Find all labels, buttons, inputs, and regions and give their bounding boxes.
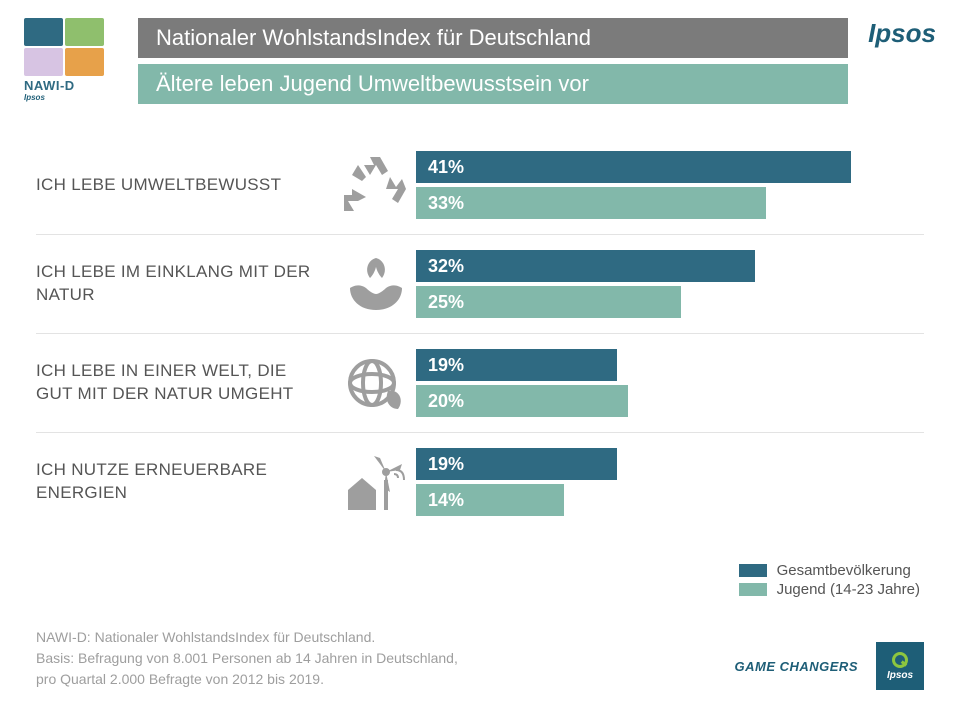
- chart-row: ICH LEBE IN EINER WELT, DIE GUT MIT DER …: [36, 334, 924, 433]
- ipsos-brand-top: Ipsos: [868, 18, 936, 49]
- nawi-label: NAWI-D: [24, 78, 124, 93]
- bar-total: 19%: [416, 448, 617, 480]
- legend-item-total: Gesamtbevölkerung: [739, 562, 920, 579]
- legend-swatch: [739, 564, 767, 577]
- legend-item-youth: Jugend (14-23 Jahre): [739, 581, 920, 598]
- bar-youth: 33%: [416, 187, 766, 219]
- recycle-icon: [336, 150, 416, 220]
- ipsos-mini-label: Ipsos: [24, 93, 124, 102]
- bar-chart: ICH LEBE UMWELTBEWUSST41%33%ICH LEBE IM …: [0, 120, 960, 537]
- chart-row: ICH LEBE IM EINKLANG MIT DER NATUR32%25%: [36, 235, 924, 334]
- row-label: ICH LEBE UMWELTBEWUSST: [36, 174, 336, 197]
- row-label: ICH NUTZE ERNEUERBARE ENERGIEN: [36, 459, 336, 505]
- globe-leaf-icon: [336, 348, 416, 418]
- bar-total: 41%: [416, 151, 851, 183]
- bar-total: 19%: [416, 349, 617, 381]
- bar-youth: 20%: [416, 385, 628, 417]
- wind-house-icon: [336, 447, 416, 517]
- nawi-logo: NAWI-D Ipsos: [24, 18, 124, 102]
- logo-cell: [24, 18, 63, 46]
- legend-label-youth: Jugend (14-23 Jahre): [777, 581, 920, 598]
- title-stack: Nationaler WohlstandsIndex für Deutschla…: [138, 18, 848, 110]
- logo-cell: [65, 18, 104, 46]
- row-bars: 41%33%: [416, 151, 924, 219]
- game-changers-label: GAME CHANGERS: [734, 659, 858, 674]
- footnote: NAWI-D: Nationaler WohlstandsIndex für D…: [36, 627, 458, 690]
- title-main: Nationaler WohlstandsIndex für Deutschla…: [138, 18, 848, 58]
- chart-row: ICH LEBE UMWELTBEWUSST41%33%: [36, 136, 924, 235]
- footnote-line: NAWI-D: Nationaler WohlstandsIndex für D…: [36, 627, 458, 648]
- row-bars: 32%25%: [416, 250, 924, 318]
- logo-cell: [65, 48, 104, 76]
- bar-youth: 14%: [416, 484, 564, 516]
- ipsos-badge-icon: Ipsos: [876, 642, 924, 690]
- row-label: ICH LEBE IM EINKLANG MIT DER NATUR: [36, 261, 336, 307]
- footer-right: GAME CHANGERS Ipsos: [734, 642, 924, 690]
- header: NAWI-D Ipsos Nationaler WohlstandsIndex …: [0, 0, 960, 120]
- hands-leaf-icon: [336, 249, 416, 319]
- footnote-line: pro Quartal 2.000 Befragte von 2012 bis …: [36, 669, 458, 690]
- bar-total: 32%: [416, 250, 755, 282]
- title-sub: Ältere leben Jugend Umweltbewusstsein vo…: [138, 64, 848, 104]
- row-label: ICH LEBE IN EINER WELT, DIE GUT MIT DER …: [36, 360, 336, 406]
- row-bars: 19%20%: [416, 349, 924, 417]
- logo-cell: [24, 48, 63, 76]
- bar-youth: 25%: [416, 286, 681, 318]
- legend: Gesamtbevölkerung Jugend (14-23 Jahre): [739, 562, 920, 600]
- row-bars: 19%14%: [416, 448, 924, 516]
- legend-label-total: Gesamtbevölkerung: [777, 562, 911, 579]
- chart-row: ICH NUTZE ERNEUERBARE ENERGIEN19%14%: [36, 433, 924, 531]
- footnote-line: Basis: Befragung von 8.001 Personen ab 1…: [36, 648, 458, 669]
- legend-swatch: [739, 583, 767, 596]
